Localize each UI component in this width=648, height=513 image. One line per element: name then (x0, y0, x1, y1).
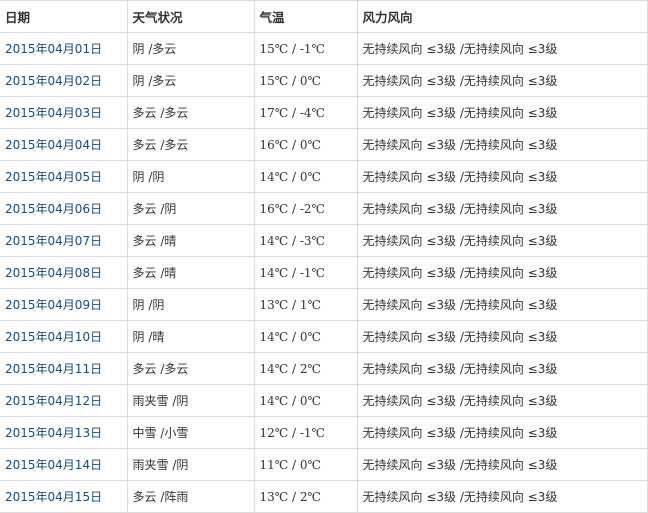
wind-cell: 无持续风向 ≤3级 /无持续风向 ≤3级 (356, 128, 648, 161)
date-link[interactable]: 2015年04月13日 (0, 416, 128, 449)
date-link[interactable]: 2015年04月12日 (0, 384, 128, 417)
weather-cell: 多云 /晴 (126, 256, 255, 289)
table-row: 2015年04月13日 中雪 /小雪 12℃ / -1℃ 无持续风向 ≤3级 /无持续… (0, 416, 648, 449)
wind-cell: 无持续风向 ≤3级 /无持续风向 ≤3级 (356, 416, 648, 449)
wind-cell: 无持续风向 ≤3级 /无持续风向 ≤3级 (356, 320, 648, 353)
temperature-cell: 14℃ / 0℃ (253, 384, 358, 417)
temperature-cell: 16℃ / -2℃ (253, 192, 358, 225)
wind-cell: 无持续风向 ≤3级 /无持续风向 ≤3级 (356, 64, 648, 97)
date-link[interactable]: 2015年04月08日 (0, 256, 128, 289)
date-link[interactable]: 2015年04月14日 (0, 448, 128, 481)
table-row: 2015年04月05日阴 /阴 14℃ / 0℃ 无持续风向 ≤3级 /无持续风向 … (0, 160, 648, 193)
temperature-cell: 13℃ / 2℃ (253, 480, 358, 513)
table-row: 2015年04月06日 多云 /阴 16℃ / -2℃ 无持续风向 ≤3级 /无持续风… (0, 192, 648, 225)
temperature-cell: 14℃ / -3℃ (253, 224, 358, 257)
weather-cell: 多云 /阵雨 (126, 480, 255, 513)
wind-cell: 无持续风向 ≤3级 /无持续风向 ≤3级 (356, 256, 648, 289)
date-link[interactable]: 2015年04月04日 (0, 128, 128, 161)
temperature-cell: 12℃ / -1℃ (253, 416, 358, 449)
date-link[interactable]: 2015年04月11日 (0, 352, 128, 385)
header-weather: 天气状况 (126, 0, 255, 33)
weather-cell: 多云 /多云 (126, 352, 255, 385)
table-row: 2015年04月14日 雨夹雪 /阴 11℃ / 0℃ 无持续风向 ≤3级 /无持续风… (0, 448, 648, 481)
table-row: 2015年04月15日 多云 /阵雨 13℃ / 2℃ 无持续风向 ≤3级 /无持续风… (0, 480, 648, 513)
wind-cell: 无持续风向 ≤3级 /无持续风向 ≤3级 (356, 384, 648, 417)
temperature-cell: 15℃ / -1℃ (253, 32, 358, 65)
wind-cell: 无持续风向 ≤3级 /无持续风向 ≤3级 (356, 96, 648, 129)
table-row: 2015年04月02日阴 /多云 15℃ / 0℃ 无持续风向 ≤3级 /无持续风向… (0, 64, 648, 97)
weather-cell: 阴 /多云 (126, 64, 255, 97)
date-link[interactable]: 2015年04月15日 (0, 480, 128, 513)
temperature-cell: 13℃ / 1℃ (253, 288, 358, 321)
date-link[interactable]: 2015年04月06日 (0, 192, 128, 225)
temperature-cell: 17℃ / -4℃ (253, 96, 358, 129)
weather-cell: 阴 /阴 (126, 288, 255, 321)
wind-cell: 无持续风向 ≤3级 /无持续风向 ≤3级 (356, 448, 648, 481)
temperature-cell: 14℃ / 0℃ (253, 160, 358, 193)
table-row: 2015年04月03日 多云 /多云 17℃ / -4℃ 无持续风向 ≤3级 /无持续… (0, 96, 648, 129)
temperature-cell: 16℃ / 0℃ (253, 128, 358, 161)
weather-cell: 中雪 /小雪 (126, 416, 255, 449)
weather-cell: 多云 /晴 (126, 224, 255, 257)
header-date: 日期 (0, 0, 128, 33)
table-row: 2015年04月08日 多云 /晴 14℃ / -1℃ 无持续风向 ≤3级 /无持续风… (0, 256, 648, 289)
temperature-cell: 11℃ / 0℃ (253, 448, 358, 481)
table-header-row: 日期 天气状况 气温 风力风向 (0, 0, 648, 33)
date-link[interactable]: 2015年04月05日 (0, 160, 128, 193)
header-temperature: 气温 (253, 0, 358, 33)
weather-cell: 阴 /晴 (126, 320, 255, 353)
header-wind: 风力风向 (356, 0, 648, 33)
wind-cell: 无持续风向 ≤3级 /无持续风向 ≤3级 (356, 192, 648, 225)
weather-cell: 多云 /阴 (126, 192, 255, 225)
weather-cell: 雨夹雪 /阴 (126, 384, 255, 417)
date-link[interactable]: 2015年04月10日 (0, 320, 128, 353)
table-row: 2015年04月09日阴 /阴 13℃ / 1℃ 无持续风向 ≤3级 /无持续风向 … (0, 288, 648, 321)
temperature-cell: 14℃ / 2℃ (253, 352, 358, 385)
temperature-cell: 15℃ / 0℃ (253, 64, 358, 97)
weather-cell: 雨夹雪 /阴 (126, 448, 255, 481)
wind-cell: 无持续风向 ≤3级 /无持续风向 ≤3级 (356, 480, 648, 513)
table-row: 2015年04月11日 多云 /多云 14℃ / 2℃ 无持续风向 ≤3级 /无持续风… (0, 352, 648, 385)
date-link[interactable]: 2015年04月07日 (0, 224, 128, 257)
date-link[interactable]: 2015年04月02日 (0, 64, 128, 97)
wind-cell: 无持续风向 ≤3级 /无持续风向 ≤3级 (356, 32, 648, 65)
wind-cell: 无持续风向 ≤3级 /无持续风向 ≤3级 (356, 160, 648, 193)
date-link[interactable]: 2015年04月09日 (0, 288, 128, 321)
table-row: 2015年04月04日 多云 /多云 16℃ / 0℃ 无持续风向 ≤3级 /无持续风… (0, 128, 648, 161)
weather-cell: 多云 /多云 (126, 128, 255, 161)
wind-cell: 无持续风向 ≤3级 /无持续风向 ≤3级 (356, 352, 648, 385)
wind-cell: 无持续风向 ≤3级 /无持续风向 ≤3级 (356, 224, 648, 257)
weather-cell: 阴 /多云 (126, 32, 255, 65)
weather-cell: 阴 /阴 (126, 160, 255, 193)
wind-cell: 无持续风向 ≤3级 /无持续风向 ≤3级 (356, 288, 648, 321)
date-link[interactable]: 2015年04月03日 (0, 96, 128, 129)
table-row: 2015年04月12日 雨夹雪 /阴 14℃ / 0℃ 无持续风向 ≤3级 /无持续风… (0, 384, 648, 417)
date-link[interactable]: 2015年04月01日 (0, 32, 128, 65)
temperature-cell: 14℃ / 0℃ (253, 320, 358, 353)
weather-cell: 多云 /多云 (126, 96, 255, 129)
table-row: 2015年04月10日阴 /晴 14℃ / 0℃ 无持续风向 ≤3级 /无持续风向 … (0, 320, 648, 353)
table-row: 2015年04月01日阴 /多云 15℃ / -1℃ 无持续风向 ≤3级 /无持续风… (0, 32, 648, 65)
table-row: 2015年04月07日 多云 /晴 14℃ / -3℃ 无持续风向 ≤3级 /无持续风… (0, 224, 648, 257)
temperature-cell: 14℃ / -1℃ (253, 256, 358, 289)
